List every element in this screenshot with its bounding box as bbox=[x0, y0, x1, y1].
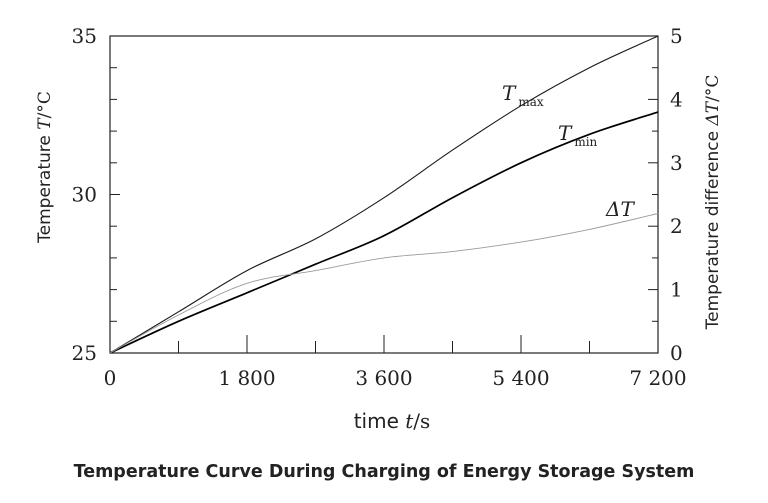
y-left-tick-label: 35 bbox=[72, 24, 97, 48]
y-left-tick-label: 30 bbox=[72, 183, 97, 207]
y-right-tick-label: 3 bbox=[670, 151, 683, 175]
y-axis-label-left: Temperature T/°C bbox=[35, 91, 55, 244]
y-right-tick-label: 1 bbox=[670, 278, 683, 302]
figure-caption: Temperature Curve During Charging of Ene… bbox=[73, 462, 695, 482]
series-label-delta-t: ΔT bbox=[605, 197, 635, 221]
series-t-min-line bbox=[109, 111, 659, 354]
tick-labels: 0 1 800 3 600 5 400 7 200 25 30 35 0 1 2 3 4 5 bbox=[72, 24, 687, 390]
tick-marks bbox=[110, 67, 658, 353]
x-tick-label: 0 bbox=[104, 366, 117, 390]
y-right-tick-label: 5 bbox=[670, 24, 683, 48]
plot-frame bbox=[109, 35, 659, 354]
y-axis-label-right: Temperature difference ΔT/°C bbox=[703, 75, 723, 331]
x-tick-label: 3 600 bbox=[355, 366, 412, 390]
series-delta-t-line bbox=[109, 213, 659, 354]
y-right-tick-label: 2 bbox=[670, 214, 683, 238]
y-left-tick-label: 25 bbox=[72, 341, 97, 365]
x-tick-label: 1 800 bbox=[218, 366, 275, 390]
series-lines bbox=[109, 35, 659, 354]
series-t-max-line bbox=[109, 35, 659, 354]
x-tick-label: 5 400 bbox=[492, 366, 549, 390]
x-tick-label: 7 200 bbox=[629, 366, 686, 390]
y-right-tick-label: 0 bbox=[670, 341, 683, 365]
y-right-tick-label: 4 bbox=[670, 87, 683, 111]
x-axis-label: time t/s bbox=[354, 409, 431, 433]
